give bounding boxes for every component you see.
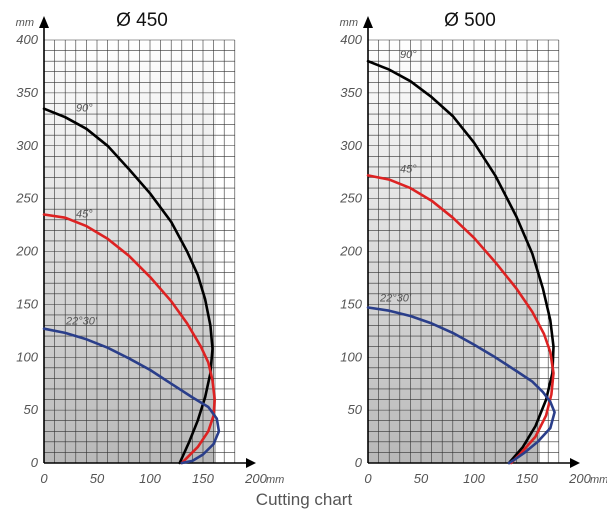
x-tick-label: 50 xyxy=(90,471,105,486)
chart-title: Ø 450 xyxy=(116,10,168,31)
x-tick-label: 200 xyxy=(244,471,267,486)
x-tick-label: 50 xyxy=(414,471,429,486)
x-tick-label: 0 xyxy=(40,471,48,486)
y-tick-label: 250 xyxy=(339,191,362,206)
x-tick-label: 150 xyxy=(192,471,214,486)
series-label: 45° xyxy=(76,208,93,220)
series-line xyxy=(366,174,555,465)
y-tick-label: 250 xyxy=(15,191,38,206)
y-tick-label: 300 xyxy=(340,138,362,153)
y-axis-arrow xyxy=(363,16,373,28)
series-line xyxy=(366,306,556,465)
series-line xyxy=(42,213,216,465)
y-tick-label: 300 xyxy=(16,138,38,153)
y-axis-arrow xyxy=(39,16,49,28)
y-tick-label: 0 xyxy=(31,455,39,470)
x-tick-label: 150 xyxy=(516,471,538,486)
series-line xyxy=(42,107,214,465)
x-axis-arrow xyxy=(246,458,256,468)
y-tick-label: 400 xyxy=(16,32,38,47)
x-tick-label: 0 xyxy=(364,471,372,486)
y-axis-unit: mm xyxy=(340,17,358,29)
grid-lines xyxy=(43,39,236,464)
series-label: 22°30' xyxy=(379,293,412,305)
chart-panel-diameter-450: Ø 450 mm mm 0 50 100 150 200 250 300 350 400 0 50 100… xyxy=(15,10,284,486)
x-tick-label: 200 xyxy=(568,471,591,486)
series-label: 90° xyxy=(400,49,417,61)
x-axis-unit: mm xyxy=(266,474,284,486)
series-line xyxy=(366,59,555,465)
x-axis-unit: mm xyxy=(590,474,607,486)
grid-lines xyxy=(367,39,560,464)
series-label: 22°30' xyxy=(65,316,98,328)
y-tick-label: 100 xyxy=(340,349,362,364)
y-axis-unit: mm xyxy=(16,17,34,29)
x-axis-arrow xyxy=(570,458,580,468)
series-label: 90° xyxy=(76,103,93,115)
chart-title: Ø 500 xyxy=(444,10,496,31)
y-tick-label: 150 xyxy=(340,296,362,311)
y-tick-label: 350 xyxy=(340,85,362,100)
y-tick-label: 100 xyxy=(16,349,38,364)
y-tick-label: 50 xyxy=(348,402,363,417)
y-tick-label: 150 xyxy=(16,296,38,311)
series-label: 45° xyxy=(400,163,417,175)
x-tick-label: 100 xyxy=(463,471,485,486)
figure-caption: Cutting chart xyxy=(256,490,353,509)
y-tick-label: 50 xyxy=(24,402,39,417)
y-tick-label: 200 xyxy=(15,244,38,259)
y-tick-label: 400 xyxy=(340,32,362,47)
series-line xyxy=(42,327,221,465)
y-tick-label: 200 xyxy=(339,244,362,259)
chart-panel-diameter-500: Ø 500 mm mm 0 50 100 150 200 250 300 350 400 0 50 100… xyxy=(339,10,607,486)
y-tick-label: 0 xyxy=(355,455,363,470)
x-tick-label: 100 xyxy=(139,471,161,486)
y-tick-label: 350 xyxy=(16,85,38,100)
